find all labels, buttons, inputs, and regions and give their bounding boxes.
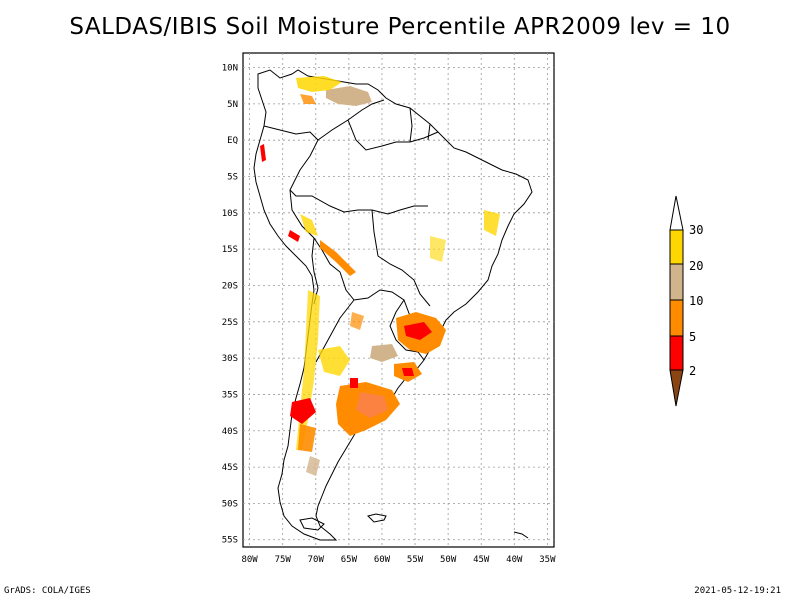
colorbar-under-triangle: [669, 369, 684, 407]
shade-red-south-brazil: [404, 322, 432, 340]
lat-tick-label: EQ: [227, 136, 238, 146]
lon-tick-label: 65W: [341, 555, 358, 565]
map-frame: [242, 52, 555, 548]
shade-orange-patagonia: [298, 424, 316, 452]
colorbar-label-20: 20: [689, 259, 703, 273]
shade-gold-north: [296, 76, 342, 92]
lat-tick-label: 10S: [222, 209, 238, 219]
lon-tick-label: 60W: [374, 555, 391, 565]
shade-red-patagonia: [290, 398, 316, 424]
shade-gold-andes: [300, 214, 318, 236]
tick-labels: 80W 75W 70W 65W 60W 55W 50W 45W 40W 35W 10N 5N EQ 5S 1…: [222, 64, 556, 565]
footer-timestamp: 2021-05-12-19:21: [694, 586, 781, 596]
lon-tick-label: 35W: [539, 555, 556, 565]
colorbar-bin-tan: [669, 263, 684, 301]
footer-credit: GrADS: COLA/IGES: [4, 586, 91, 596]
colorbar-label-10: 10: [689, 294, 703, 308]
lon-tick-label: 70W: [308, 555, 325, 565]
colorbar-bin-red: [669, 335, 684, 371]
lat-tick-label: 40S: [222, 427, 238, 437]
colorbar-label-2: 2: [689, 364, 696, 378]
lat-tick-label: 55S: [222, 536, 238, 546]
shade-red-northwest: [260, 144, 266, 162]
lat-tick-label: 45S: [222, 463, 238, 473]
shade-red-uruguay: [402, 368, 414, 376]
shade-gold-east-brazil: [484, 210, 500, 236]
page-title: SALDAS/IBIS Soil Moisture Percentile APR…: [69, 14, 731, 40]
colorbar-bin-gold: [669, 229, 684, 265]
lat-tick-label: 15S: [222, 245, 238, 255]
lat-tick-label: 25S: [222, 318, 238, 328]
shade-orange-central-argentina: [350, 312, 364, 330]
lon-tick-label: 55W: [407, 555, 424, 565]
shade-tan-north: [326, 86, 372, 106]
lon-tick-label: 40W: [506, 555, 523, 565]
shade-salmon-pampas: [356, 392, 388, 418]
lon-tick-label: 50W: [440, 555, 457, 565]
lat-tick-label: 50S: [222, 499, 238, 509]
lon-tick-label: 75W: [275, 555, 292, 565]
shade-gold-central-brazil: [430, 236, 446, 262]
shade-orange-andes: [320, 240, 356, 276]
lat-tick-label: 35S: [222, 390, 238, 400]
tierra-del-fuego: [299, 517, 325, 531]
colorbar-label-30: 30: [689, 223, 703, 237]
colorbar-label-5: 5: [689, 330, 696, 344]
shade-tan-paraguay: [370, 344, 398, 362]
country-borders: [263, 99, 439, 363]
lon-tick-label: 45W: [473, 555, 490, 565]
colorbar-over-triangle: [669, 195, 684, 231]
lat-tick-label: 5S: [227, 173, 238, 183]
shade-red-andes: [288, 230, 300, 242]
colorbar-bin-orange: [669, 299, 684, 337]
lat-tick-label: 20S: [222, 281, 238, 291]
lon-tick-label: 80W: [241, 555, 258, 565]
shade-orange-north: [300, 94, 316, 104]
lat-tick-label: 5N: [227, 100, 238, 110]
gridlines: [243, 53, 554, 547]
shade-red-pampas: [350, 378, 358, 388]
lat-tick-label: 30S: [222, 354, 238, 364]
south-georgia: [513, 531, 529, 539]
percentile-shading: [260, 76, 500, 476]
shade-gold-pampas: [318, 346, 350, 376]
falkland-islands: [367, 513, 387, 523]
shade-tan-patagonia: [306, 456, 320, 476]
lat-tick-label: 10N: [222, 64, 238, 74]
colorbar: 30 20 10 5 2: [669, 195, 703, 407]
